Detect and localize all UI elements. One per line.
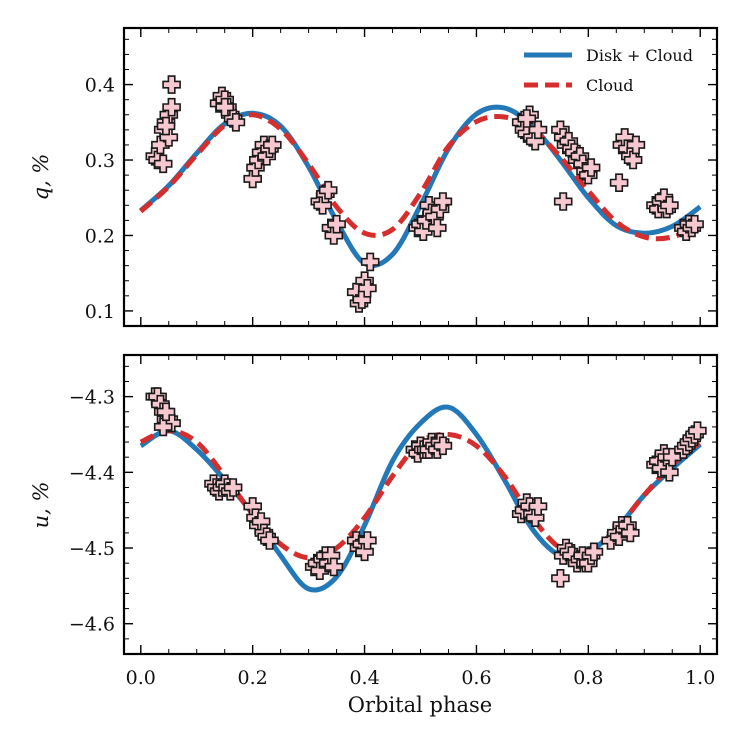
observation-marker: [360, 252, 380, 272]
q-axes-frame: [122, 26, 719, 328]
x-tick-label: 0.8: [573, 667, 603, 689]
observation-marker: [358, 278, 377, 298]
observation-marker: [581, 158, 601, 177]
observation-marker: [528, 497, 548, 516]
x-tick-label: 1.0: [685, 667, 715, 689]
observation-marker: [620, 523, 640, 543]
legend-disk-cloud-label: Disk + Cloud: [586, 46, 693, 65]
observation-marker: [324, 557, 344, 577]
u-axes-frame: [122, 353, 719, 656]
observation-marker: [153, 154, 173, 174]
x-tick-label: 0.0: [126, 667, 156, 689]
y-tick-label: 0.2: [85, 225, 115, 247]
y-tick-label: −4.6: [69, 614, 115, 636]
observation-marker: [327, 214, 346, 234]
observation-marker: [159, 128, 179, 147]
observation-marker: [260, 531, 279, 550]
x-tick-labels: 0.0 0.2 0.4 0.6 0.8 1.0: [126, 667, 716, 689]
y-tick-label: −4.4: [69, 462, 115, 484]
observation-marker: [626, 135, 646, 155]
u-series-lines: [139, 404, 702, 593]
y-tick-label: 0.3: [85, 150, 115, 172]
observation-marker: [156, 402, 176, 422]
observation-marker: [433, 436, 453, 456]
observation-marker: [153, 417, 173, 437]
disk-cloud-line: [139, 404, 702, 593]
observation-marker: [433, 192, 453, 211]
x-tick-label: 0.4: [349, 667, 379, 689]
q-ticks: [124, 28, 717, 327]
observation-marker: [156, 116, 176, 136]
observation-marker: [358, 531, 377, 550]
q-ylabel: q, %: [29, 154, 53, 201]
observation-marker: [151, 135, 170, 155]
panel-u: −4.6 −4.5 −4.4 −4.3 u, % 0.0 0.2 0.4 0.6 0.8 1.0…: [29, 353, 719, 717]
observation-marker: [215, 97, 234, 117]
u-ticks: [124, 355, 717, 654]
observation-marker: [584, 542, 604, 562]
observation-marker: [662, 447, 682, 467]
y-tick-label: −4.5: [69, 538, 115, 560]
u-ylabel: u, %: [29, 482, 53, 529]
x-axis-label: Orbital phase: [348, 693, 492, 717]
q-tick-labels: 0.1 0.2 0.3 0.4: [85, 75, 115, 323]
observation-marker: [262, 135, 282, 155]
observation-marker: [427, 218, 447, 238]
observation-marker: [609, 173, 629, 192]
observation-marker: [162, 97, 181, 117]
x-tick-label: 0.6: [461, 667, 491, 689]
observation-marker: [660, 196, 679, 215]
y-tick-label: 0.1: [85, 301, 115, 323]
u-tick-labels: −4.6 −4.5 −4.4 −4.3: [69, 387, 115, 636]
legend-cloud-label: Cloud: [586, 76, 634, 95]
observation-marker: [551, 568, 570, 588]
legend: Disk + Cloud Cloud: [524, 46, 693, 95]
u-observations: [145, 387, 707, 588]
observation-marker: [685, 214, 704, 234]
observation-marker: [223, 478, 243, 497]
observation-marker: [660, 462, 679, 482]
observation-marker: [517, 109, 537, 128]
observation-marker: [226, 113, 246, 132]
observation-marker: [623, 150, 643, 170]
y-tick-label: 0.4: [85, 75, 115, 97]
y-tick-label: −4.3: [69, 387, 115, 409]
observation-marker: [553, 192, 573, 211]
x-tick-label: 0.2: [238, 667, 268, 689]
observation-marker: [162, 75, 181, 94]
observation-marker: [688, 421, 707, 441]
q-observations: [145, 75, 704, 313]
panel-q: 0.1 0.2 0.3 0.4 q, % Disk + Cloud Cloud: [29, 26, 719, 328]
observation-marker: [318, 180, 338, 200]
